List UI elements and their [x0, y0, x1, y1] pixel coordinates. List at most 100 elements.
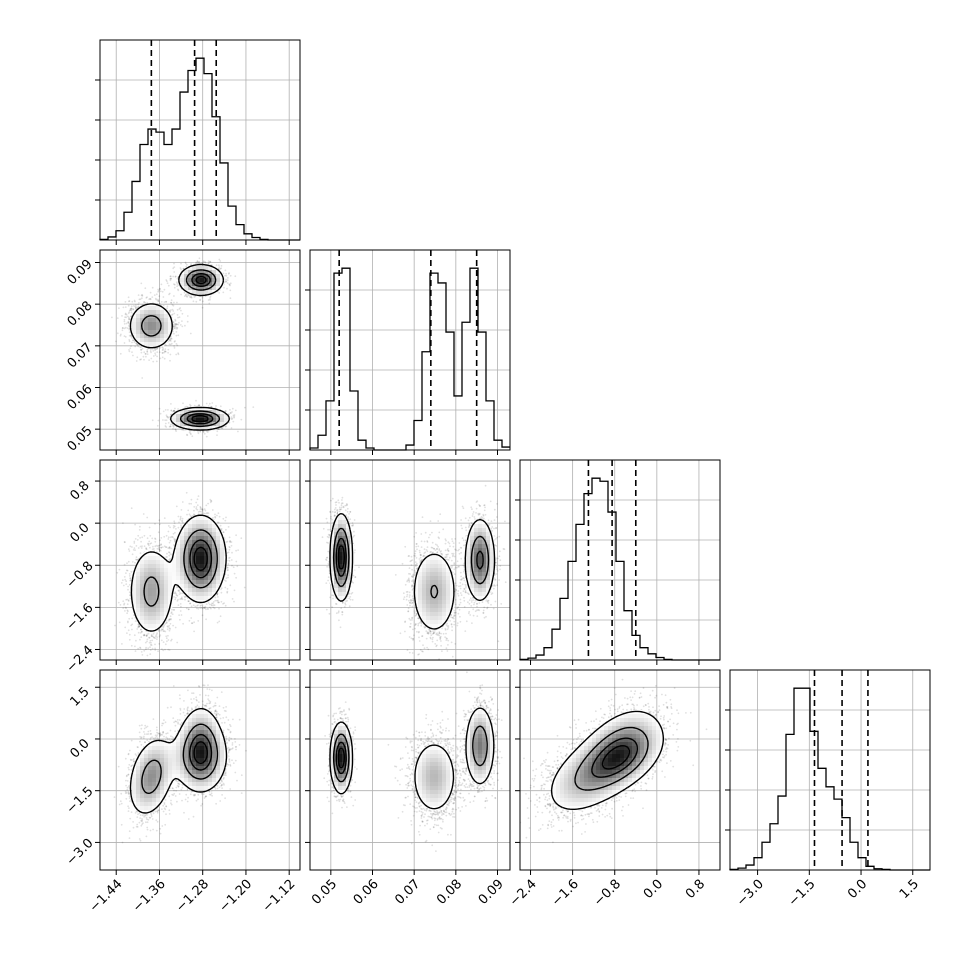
- density-cell: [160, 742, 165, 747]
- scatter-point: [150, 815, 153, 818]
- scatter-point: [194, 793, 196, 796]
- scatter-point: [132, 764, 134, 766]
- scatter-point: [465, 805, 467, 807]
- density-cell: [148, 326, 153, 331]
- density-cell: [196, 758, 201, 763]
- scatter-point: [415, 563, 417, 566]
- scatter-point: [142, 513, 145, 515]
- scatter-point: [419, 824, 421, 827]
- density-cell: [422, 584, 427, 589]
- density-cell: [204, 422, 209, 427]
- density-cell: [188, 282, 193, 287]
- density-cell: [220, 414, 225, 419]
- scatter-point: [220, 587, 223, 589]
- density-cell: [204, 738, 209, 743]
- scatter-point: [344, 504, 347, 507]
- scatter-point: [330, 499, 332, 502]
- density-cell: [490, 540, 495, 545]
- density-cell: [208, 560, 213, 565]
- scatter-point: [432, 632, 435, 634]
- density-cell: [176, 576, 181, 581]
- scatter-point: [455, 808, 458, 811]
- density-cell: [212, 726, 217, 731]
- scatter-point: [136, 539, 139, 541]
- scatter-point: [425, 819, 428, 822]
- scatter-point: [174, 323, 177, 325]
- scatter-point: [128, 349, 130, 351]
- scatter-point: [177, 408, 180, 410]
- density-cell: [148, 628, 153, 633]
- scatter-point: [173, 286, 176, 289]
- scatter-point: [166, 307, 169, 310]
- scatter-point: [172, 787, 174, 790]
- density-cell: [192, 270, 197, 275]
- density-cell: [144, 810, 149, 815]
- scatter-point: [487, 706, 490, 709]
- scatter-point: [164, 422, 167, 425]
- scatter-point: [437, 814, 439, 816]
- scatter-point: [175, 789, 178, 792]
- density-cell: [144, 564, 149, 569]
- density-cell: [184, 410, 189, 415]
- scatter-point: [473, 795, 476, 798]
- scatter-point: [436, 544, 439, 547]
- scatter-point: [185, 793, 188, 796]
- scatter-point: [423, 548, 426, 551]
- scatter-point: [186, 406, 189, 408]
- scatter-point: [459, 598, 462, 601]
- scatter-point: [218, 713, 221, 716]
- density-cell: [422, 580, 427, 585]
- density-cell: [192, 536, 197, 541]
- scatter-point: [149, 733, 152, 735]
- density-cell: [196, 782, 201, 787]
- scatter-point: [497, 756, 500, 759]
- scatter-point: [413, 554, 416, 557]
- scatter-point: [221, 780, 223, 783]
- scatter-point: [496, 749, 499, 751]
- density-cell: [482, 536, 487, 541]
- scatter-point: [446, 742, 449, 745]
- scatter-point: [117, 601, 120, 604]
- scatter-point: [351, 591, 354, 594]
- scatter-point: [481, 790, 483, 793]
- scatter-point: [460, 774, 462, 777]
- scatter-point: [327, 742, 330, 745]
- scatter-point: [149, 649, 152, 651]
- density-cell: [346, 580, 351, 585]
- scatter-point: [436, 644, 438, 647]
- scatter-point: [342, 506, 345, 509]
- scatter-point: [329, 510, 331, 513]
- density-cell: [184, 532, 189, 537]
- scatter-point: [225, 577, 228, 579]
- scatter-point: [164, 350, 166, 352]
- scatter-point: [190, 791, 193, 793]
- scatter-point: [128, 334, 131, 337]
- scatter-point: [192, 300, 195, 303]
- scatter-point: [212, 606, 215, 609]
- density-cell: [160, 608, 165, 613]
- density-cell: [204, 714, 209, 719]
- scatter-point: [214, 599, 217, 602]
- scatter-point: [175, 343, 178, 345]
- scatter-point: [410, 555, 413, 558]
- scatter-point: [116, 332, 119, 335]
- density-cell: [152, 774, 157, 779]
- scatter-point: [428, 631, 430, 634]
- scatter-point: [461, 758, 464, 761]
- scatter-point: [457, 606, 459, 609]
- scatter-point: [494, 733, 497, 736]
- scatter-point: [494, 717, 497, 720]
- scatter-point: [180, 598, 183, 600]
- scatter-point: [229, 765, 232, 767]
- scatter-point: [340, 717, 343, 720]
- scatter-point: [225, 516, 227, 519]
- scatter-point: [229, 408, 231, 411]
- scatter-point: [327, 765, 330, 768]
- scatter-point: [495, 730, 498, 733]
- scatter-point: [222, 717, 225, 719]
- scatter-point: [152, 636, 155, 639]
- scatter-point: [334, 507, 337, 509]
- density-cell: [430, 568, 435, 573]
- scatter-point: [219, 260, 222, 262]
- scatter-point: [467, 601, 469, 604]
